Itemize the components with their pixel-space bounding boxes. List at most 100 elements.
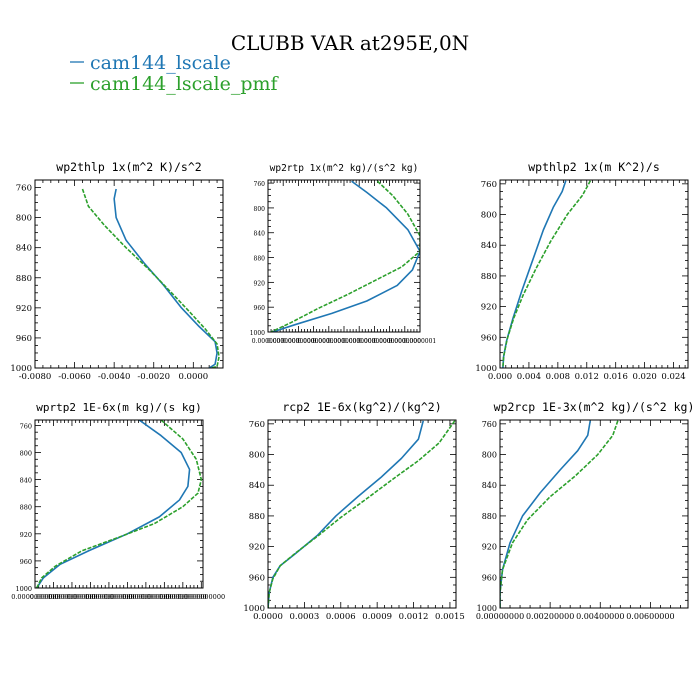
x-tick-label: 0.0006 bbox=[326, 612, 356, 622]
y-tick-label: 800 bbox=[481, 211, 497, 221]
panels: wp2thlp 1x(m^2 K)/s^2 760 800 840 880 920 960 1… bbox=[10, 160, 694, 622]
y-tick-label: 1000 bbox=[243, 604, 265, 614]
x-tick-label: -0.0080 bbox=[19, 372, 52, 382]
panel-title: wprtp2 1E-6x(m kg)/(s kg) bbox=[36, 401, 202, 414]
panel-title: wp2thlp 1x(m^2 K)/s^2 bbox=[56, 160, 201, 174]
plot-frame bbox=[34, 179, 224, 369]
x-tick-label: 0.0000000000 bbox=[11, 593, 59, 601]
x-tick-label: 0.0012 bbox=[399, 612, 429, 622]
x-tick-label: 0.000 bbox=[488, 372, 512, 382]
legend: cam144_lscale cam144_lscale_pmf bbox=[70, 52, 280, 95]
series-line-2 bbox=[81, 188, 220, 368]
x-tick-label: 0.0000000 bbox=[358, 338, 391, 345]
y-tick-label: 760 bbox=[20, 422, 32, 430]
y-tick-label: 800 bbox=[249, 451, 265, 461]
x-tick-label: 0.0000000 bbox=[267, 338, 300, 345]
panel-3: wpthlp2 1x(m K^2)/s 760 800 840 880 920 960 100… bbox=[475, 160, 689, 382]
x-tick-label: 0.0000000000 bbox=[85, 593, 133, 601]
x-tick-label: 0.024 bbox=[661, 372, 685, 382]
x-tick-label: 0.00600000 bbox=[626, 612, 674, 621]
y-tick-label: 880 bbox=[254, 256, 266, 263]
x-tick-label: 0.0000000000 bbox=[48, 593, 96, 601]
x-tick-label: 0.0000000000 bbox=[30, 593, 78, 601]
y-tick-label: 1000 bbox=[15, 585, 32, 593]
y-tick-label: 920 bbox=[254, 280, 266, 287]
y-tick-label: 760 bbox=[254, 181, 266, 188]
y-tick-label: 960 bbox=[254, 305, 266, 312]
plot-frame bbox=[267, 419, 457, 609]
panel-2: wp2rtp 1x(m^2 kg)/(s^2 kg) 760 800 840 880 92… bbox=[250, 163, 437, 345]
plot-frame bbox=[499, 179, 689, 369]
y-tick-label: 960 bbox=[16, 334, 32, 344]
y-tick-label: 840 bbox=[20, 477, 32, 485]
x-tick-label: 0.00000000 bbox=[476, 612, 524, 621]
x-tick-label: 0.0000000 bbox=[389, 338, 422, 345]
x-tick-label: 0.0000000 bbox=[282, 338, 315, 345]
legend-label-2: cam144_lscale_pmf bbox=[90, 73, 280, 95]
x-tick-label: 0.004 bbox=[517, 372, 541, 382]
y-tick-label: 800 bbox=[16, 214, 32, 224]
x-tick-label: 0.0000000000 bbox=[141, 593, 189, 601]
series-line-1 bbox=[36, 420, 191, 588]
y-tick-label: 840 bbox=[481, 241, 497, 251]
plot-frame bbox=[499, 419, 689, 609]
y-tick-label: 920 bbox=[481, 303, 497, 313]
series-line-1 bbox=[272, 180, 420, 332]
x-tick-label: 0.012 bbox=[575, 372, 599, 382]
y-tick-label: 880 bbox=[481, 272, 497, 282]
x-tick-label: 0.00200000 bbox=[526, 612, 574, 621]
y-tick-label: 840 bbox=[482, 481, 497, 490]
y-tick-label: 880 bbox=[249, 512, 265, 522]
x-tick-label: 0.0000000000 bbox=[178, 593, 226, 601]
y-tick-label: 840 bbox=[254, 231, 266, 238]
series-line-2 bbox=[270, 180, 420, 332]
panel-1: wp2thlp 1x(m^2 K)/s^2 760 800 840 880 920 960 1… bbox=[10, 160, 224, 382]
y-tick-label: 800 bbox=[482, 451, 497, 460]
x-tick-label: 0.0000000000 bbox=[104, 593, 152, 601]
x-tick-label: 0.00400000 bbox=[576, 612, 624, 621]
y-tick-label: 760 bbox=[249, 420, 265, 430]
y-tick-label: 920 bbox=[249, 543, 265, 553]
legend-label-1: cam144_lscale bbox=[90, 52, 231, 74]
x-tick-label: 0.0000 bbox=[253, 612, 283, 622]
x-tick-label: 0.0000000 bbox=[343, 338, 376, 345]
x-tick-label: 0.0000000 bbox=[373, 338, 406, 345]
x-tick-label: 0.0009 bbox=[362, 612, 392, 622]
x-tick-label: 0.0000000000 bbox=[67, 593, 115, 601]
panel-6: wp2rcp 1E-3x(m^2 kg)/(s^2 kg) 760 800 840 88… bbox=[476, 400, 695, 621]
panel-title: wpthlp2 1x(m K^2)/s bbox=[528, 160, 660, 174]
x-tick-label: 0.0000001 bbox=[404, 338, 436, 345]
y-tick-label: 920 bbox=[482, 543, 497, 552]
x-tick-label: 0.0015 bbox=[435, 612, 465, 622]
x-tick-label: -0.0060 bbox=[58, 372, 91, 382]
y-tick-label: 840 bbox=[249, 481, 265, 491]
x-tick-label: 0.0000000000 bbox=[159, 593, 207, 601]
plot-frame bbox=[34, 419, 204, 589]
panel-title: wp2rtp 1x(m^2 kg)/(s^2 kg) bbox=[270, 163, 419, 174]
panel-title: rcp2 1E-6x(kg^2)/(kg^2) bbox=[282, 400, 441, 414]
y-tick-label: 1000 bbox=[477, 604, 497, 613]
x-tick-label: 0.0000000 bbox=[297, 338, 330, 345]
y-tick-label: 760 bbox=[481, 180, 497, 190]
series-line-1 bbox=[500, 420, 592, 608]
x-tick-label: 0.016 bbox=[604, 372, 628, 382]
x-tick-label: 0.008 bbox=[546, 372, 570, 382]
y-tick-label: 840 bbox=[16, 244, 32, 254]
y-tick-label: 880 bbox=[16, 274, 32, 284]
plot-frame bbox=[267, 179, 421, 333]
y-tick-label: 960 bbox=[20, 558, 32, 566]
x-tick-label: 0.0003 bbox=[290, 612, 320, 622]
y-tick-label: 960 bbox=[482, 573, 497, 582]
series-line-2 bbox=[502, 180, 592, 368]
y-tick-label: 1000 bbox=[475, 364, 497, 374]
series-line-2 bbox=[268, 420, 456, 608]
panel-5: rcp2 1E-6x(kg^2)/(kg^2) 760 800 840 880 920 96… bbox=[243, 400, 464, 622]
y-tick-label: 880 bbox=[482, 512, 497, 521]
y-tick-label: 960 bbox=[481, 333, 497, 343]
x-tick-label: 0.0000000 bbox=[252, 338, 285, 345]
figure-title: CLUBB VAR at295E,0N bbox=[231, 31, 469, 55]
x-tick-label: 0.0000000 bbox=[328, 338, 361, 345]
series-line-1 bbox=[113, 188, 218, 368]
y-tick-label: 1000 bbox=[10, 364, 32, 374]
